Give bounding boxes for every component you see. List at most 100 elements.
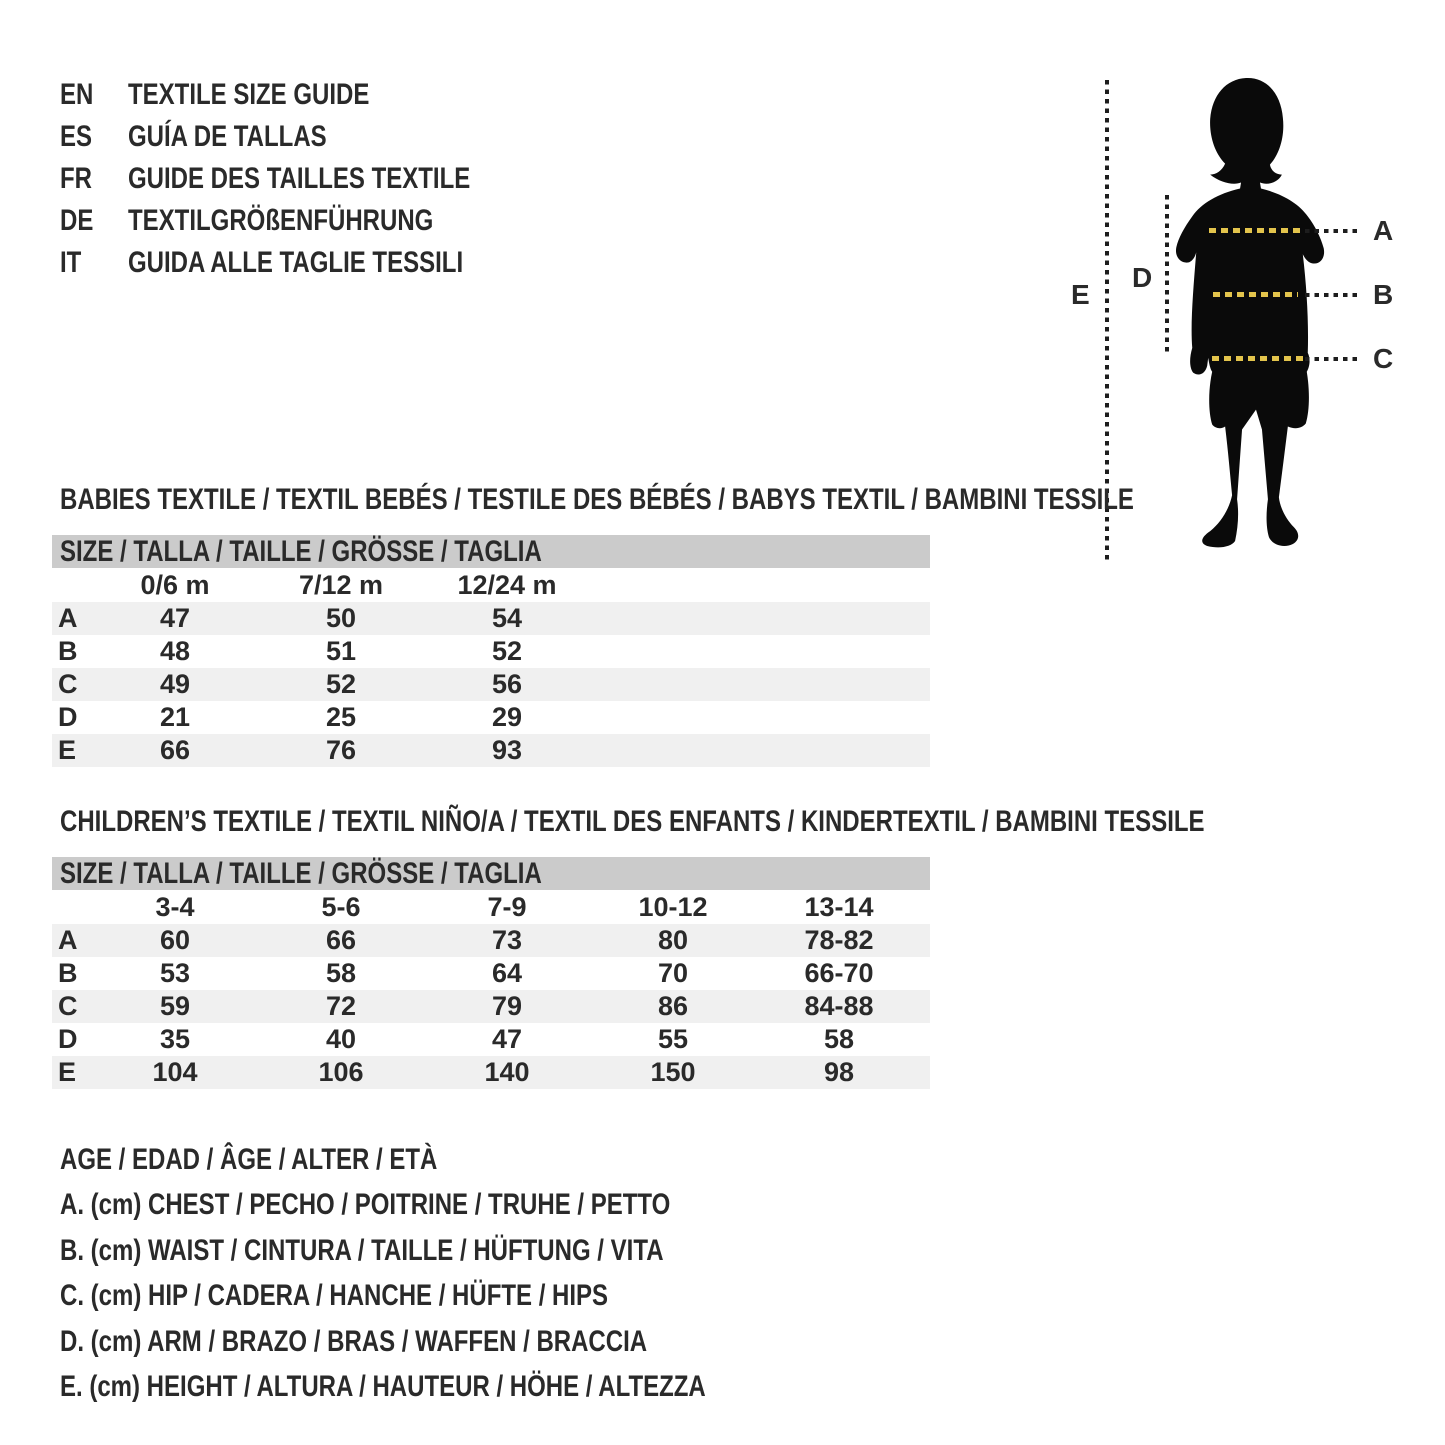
row-label: A	[58, 925, 78, 955]
language-title-fr: GUIDE DES TAILLES TEXTILE	[128, 162, 471, 195]
language-row-en: EN TEXTILE SIZE GUIDE	[60, 74, 556, 116]
cell: 56	[491, 669, 523, 699]
children-column-header: 5-6	[321, 891, 361, 922]
cell: 76	[325, 735, 357, 765]
babies-column-header-row: 0/6 m 7/12 m 12/24 m	[52, 568, 930, 602]
cell: 35	[159, 1024, 191, 1054]
row-label: D	[58, 1024, 78, 1054]
language-title-es: GUÍA DE TALLAS	[128, 120, 327, 153]
table-row-d: D 35 40 47 55 58	[52, 1023, 930, 1056]
cell: 55	[657, 1024, 689, 1054]
cell: 78-82	[804, 925, 874, 955]
cell: 104	[152, 1057, 198, 1087]
language-row-fr: FR GUIDE DES TAILLES TEXTILE	[60, 158, 556, 200]
cell: 54	[491, 603, 523, 633]
cell: 58	[325, 958, 357, 988]
cell: 52	[325, 669, 357, 699]
figure-label-a: A	[1373, 215, 1394, 246]
cell: 52	[491, 636, 523, 666]
legend-line-hip: C. (cm) HIP / CADERA / HANCHE / HÜFTE / …	[60, 1279, 609, 1313]
table-row-c: C 49 52 56	[52, 668, 930, 701]
cell: 70	[657, 958, 689, 988]
table-row-e: E 66 76 93	[52, 734, 930, 767]
language-title-block: EN TEXTILE SIZE GUIDE ES GUÍA DE TALLAS …	[60, 74, 556, 284]
cell: 48	[159, 636, 191, 666]
row-label: E	[58, 1057, 77, 1087]
language-code-es: ES	[60, 120, 93, 153]
figure-label-b: B	[1373, 279, 1394, 310]
language-title-de: TEXTILGRÖßENFÜHRUNG	[128, 204, 434, 237]
arm-measure-dotted-line-d	[1165, 195, 1169, 352]
cell: 84-88	[804, 991, 874, 1021]
figure-label-d: D	[1132, 262, 1153, 293]
row-label: A	[58, 603, 78, 633]
waist-leader-dotted-line	[1305, 292, 1362, 297]
table-row-b: B 53 58 64 70 66-70	[52, 957, 930, 990]
figure-label-c: C	[1373, 343, 1394, 374]
children-column-header: 3-4	[155, 891, 195, 922]
cell: 29	[491, 702, 523, 732]
waist-measure-dash-line-b	[1213, 292, 1298, 297]
children-column-header-row: 3-4 5-6 7-9 10-12 13-14	[52, 890, 930, 924]
legend-line-waist: B. (cm) WAIST / CINTURA / TAILLE / HÜFTU…	[60, 1233, 664, 1267]
children-size-table: SIZE / TALLA / TAILLE / GRÖSSE / TAGLIA …	[52, 857, 930, 1089]
cell: 73	[491, 925, 523, 955]
cell: 106	[318, 1057, 364, 1087]
language-title-it: GUIDA ALLE TAGLIE TESSILI	[128, 246, 464, 279]
language-code-en: EN	[60, 78, 94, 111]
cell: 53	[159, 958, 191, 988]
table-row-d: D 21 25 29	[52, 701, 930, 734]
babies-section-title: BABIES TEXTILE / TEXTIL BEBÉS / TESTILE …	[60, 483, 1134, 516]
measurement-figure: A B C D E	[1070, 75, 1420, 580]
cell: 47	[491, 1024, 523, 1054]
chest-leader-dotted-line	[1305, 228, 1362, 233]
language-code-fr: FR	[60, 162, 92, 195]
cell: 47	[159, 603, 191, 633]
row-label: C	[58, 991, 78, 1021]
babies-column-header: 12/24 m	[457, 569, 557, 600]
hip-leader-dotted-line	[1305, 356, 1362, 361]
cell: 21	[159, 702, 191, 732]
cell: 25	[325, 702, 357, 732]
cell: 40	[325, 1024, 357, 1054]
table-row-a: A 60 66 73 80 78-82	[52, 924, 930, 957]
cell: 79	[491, 991, 523, 1021]
legend-line-chest: A. (cm) CHEST / PECHO / POITRINE / TRUHE…	[60, 1188, 671, 1222]
table-row-c: C 59 72 79 86 84-88	[52, 990, 930, 1023]
row-label: B	[58, 636, 78, 666]
language-row-it: IT GUIDA ALLE TAGLIE TESSILI	[60, 242, 556, 284]
children-table-size-header: SIZE / TALLA / TAILLE / GRÖSSE / TAGLIA	[52, 857, 930, 890]
cell: 93	[491, 735, 523, 765]
babies-column-header: 0/6 m	[140, 569, 210, 600]
cell: 66	[159, 735, 191, 765]
figure-label-e: E	[1071, 279, 1090, 310]
language-code-de: DE	[60, 204, 94, 237]
cell: 50	[325, 603, 357, 633]
table-row-e: E 104 106 140 150 98	[52, 1056, 930, 1089]
cell: 51	[325, 636, 357, 666]
row-label: B	[58, 958, 78, 988]
table-row-a: A 47 50 54	[52, 602, 930, 635]
legend-line-height: E. (cm) HEIGHT / ALTURA / HAUTEUR / HÖHE…	[60, 1370, 706, 1404]
legend-line-age: AGE / EDAD / ÂGE / ALTER / ETÀ	[60, 1142, 438, 1176]
height-measure-dotted-line-e	[1105, 80, 1109, 562]
cell: 49	[159, 669, 191, 699]
children-column-header: 13-14	[804, 891, 874, 922]
cell: 150	[650, 1057, 696, 1087]
language-title-en: TEXTILE SIZE GUIDE	[128, 78, 370, 111]
cell: 140	[484, 1057, 530, 1087]
hip-measure-dash-line-c	[1212, 356, 1303, 361]
cell: 98	[823, 1057, 855, 1087]
cell: 80	[657, 925, 689, 955]
child-silhouette-graphic	[1175, 77, 1325, 548]
children-column-header: 7-9	[487, 891, 527, 922]
language-row-es: ES GUÍA DE TALLAS	[60, 116, 556, 158]
babies-table-size-header: SIZE / TALLA / TAILLE / GRÖSSE / TAGLIA	[52, 535, 930, 568]
language-code-it: IT	[60, 246, 82, 279]
cell: 72	[325, 991, 357, 1021]
cell: 66-70	[804, 958, 874, 988]
cell: 59	[159, 991, 191, 1021]
row-label: D	[58, 702, 78, 732]
cell: 60	[159, 925, 191, 955]
